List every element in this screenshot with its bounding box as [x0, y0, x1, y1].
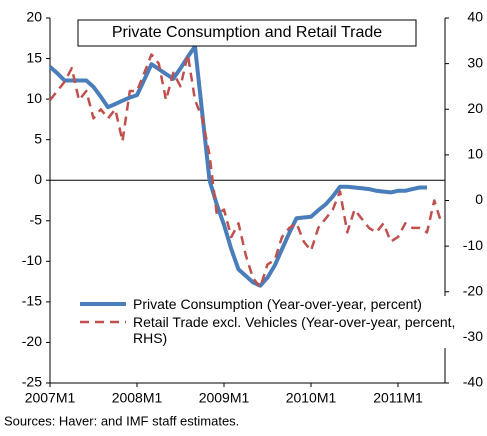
y-tick-label: -25: [22, 374, 42, 390]
legend-swatch: [80, 320, 126, 324]
y2-tick-label: -40: [463, 374, 483, 390]
x-tick-label: 2008M1: [112, 390, 163, 406]
y-tick-label: 10: [26, 90, 42, 106]
y2-tick-label: -20: [463, 282, 483, 298]
y2-tick-label: 10: [467, 146, 483, 162]
y-tick-label: 0: [34, 171, 42, 187]
y-tick-label: 20: [26, 9, 42, 25]
chart-title: Private Consumption and Retail Trade: [112, 24, 382, 41]
legend-entry: Private Consumption (Year-over-year, per…: [78, 296, 458, 312]
y-tick-label: -10: [22, 252, 42, 268]
x-tick-label: 2010M1: [286, 390, 337, 406]
y2-tick-label: 20: [467, 100, 483, 116]
legend-entry: Retail Trade excl. Vehicles (Year-over-y…: [78, 314, 458, 346]
y2-tick-label: -10: [463, 237, 483, 253]
legend-label: Retail Trade excl. Vehicles (Year-over-y…: [133, 314, 456, 346]
y-tick-label: 5: [34, 130, 42, 146]
y-tick-label: -20: [22, 333, 42, 349]
series-line: [48, 44, 427, 288]
y-tick-label: -15: [22, 293, 42, 309]
y2-tick-label: 0: [475, 191, 483, 207]
y-tick-label: 15: [26, 49, 42, 65]
source: Sources: Haver: and IMF staff estimates.: [4, 413, 239, 428]
y2-tick-label: 30: [467, 54, 483, 70]
y-tick-label: -5: [30, 211, 43, 227]
x-tick-label: 2007M1: [25, 390, 76, 406]
x-tick-label: 2011M1: [373, 390, 423, 406]
legend-label: Private Consumption (Year-over-year, per…: [133, 296, 422, 312]
y2-tick-label: -30: [463, 328, 483, 344]
legend: Private Consumption (Year-over-year, per…: [78, 296, 458, 348]
y2-tick-label: 40: [467, 9, 483, 25]
legend-swatch: [80, 302, 126, 306]
x-tick-label: 2009M1: [199, 390, 250, 406]
series-line: [49, 53, 443, 289]
title-box: [77, 19, 417, 47]
